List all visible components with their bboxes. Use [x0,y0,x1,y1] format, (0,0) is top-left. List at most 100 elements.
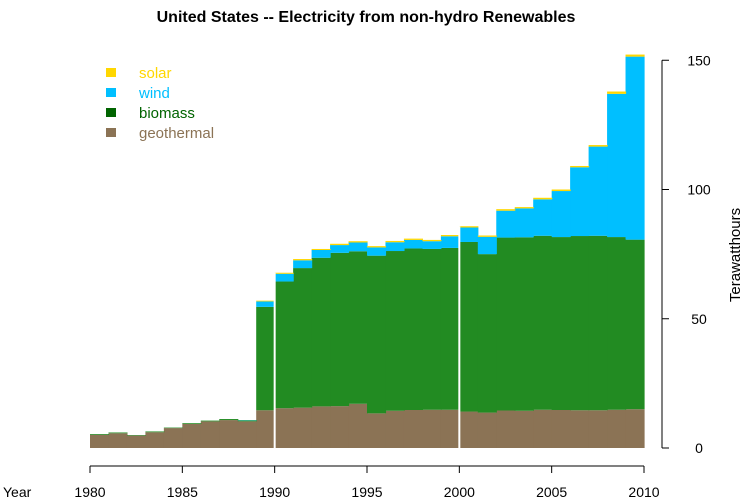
legend-item-geothermal: geothermal [106,125,214,142]
bar-biomass-2003 [514,237,534,411]
y-tick-label-150: 150 [687,52,711,68]
bar-wind-2004 [533,199,553,236]
bar-geothermal-2000 [459,411,479,448]
bar-geothermal-1998 [422,409,442,448]
bar-geothermal-2006 [570,410,590,448]
bar-geothermal-1983 [145,432,165,448]
bar-biomass-1995 [367,255,387,414]
bar-biomass-1989 [256,306,276,411]
bar-wind-1989 [256,301,276,307]
series-solar [256,54,645,302]
bar-geothermal-2008 [607,409,627,448]
bar-geothermal-2007 [588,410,608,448]
x-tick-label-1980: 1980 [74,484,105,500]
x-axis: 1980 1985 1990 1995 2000 2005 2010 [74,465,660,500]
legend: solar wind biomass geothermal [106,65,214,142]
bar-solar-2004 [533,197,553,200]
bar-wind-1994 [348,242,368,252]
bar-geothermal-1985 [182,423,202,448]
bar-geothermal-1997 [403,410,423,448]
bar-biomass-2006 [570,236,590,411]
bar-geothermal-1982 [126,435,146,448]
bar-biomass-1992 [311,257,331,407]
bar-biomass-2008 [607,237,627,410]
legend-swatch-biomass [106,108,116,117]
bar-biomass-2009 [625,239,645,410]
bar-geothermal-1996 [385,410,405,448]
bar-wind-2009 [625,56,645,240]
bar-geothermal-1981 [108,433,128,448]
x-tick-label-2000: 2000 [444,484,475,500]
bar-solar-1995 [367,246,387,248]
bar-biomass-1988 [237,420,257,422]
series-wind [237,56,645,421]
legend-item-wind: wind [106,85,170,102]
chart-title: United States -- Electricity from non-hy… [157,9,576,26]
bar-biomass-1987 [219,419,239,421]
bar-solar-1994 [348,241,368,243]
x-tick-label-1985: 1985 [167,484,198,500]
bar-wind-1996 [385,242,405,252]
bar-geothermal-1990 [274,408,294,448]
series-biomass [90,235,645,436]
bar-wind-2006 [570,167,590,237]
bar-solar-2003 [514,207,534,209]
bar-geothermal-2004 [533,409,553,448]
legend-label-solar: solar [139,65,172,82]
bar-biomass-1991 [293,268,313,408]
bar-biomass-1986 [200,420,220,422]
bar-biomass-1983 [145,431,165,433]
bar-geothermal-1986 [200,421,220,448]
bar-wind-2002 [496,210,516,238]
reference-lines [273,226,461,448]
bar-biomass-2005 [551,237,571,410]
bar-wind-1991 [293,260,313,269]
bar-wind-2008 [607,93,627,238]
bar-biomass-1990 [274,281,294,409]
bar-geothermal-2002 [496,410,516,448]
bar-geothermal-2009 [625,409,645,448]
bar-geothermal-1984 [163,428,183,448]
bar-solar-2007 [588,145,608,147]
bar-wind-1999 [440,236,460,248]
bar-geothermal-1995 [367,413,387,448]
legend-swatch-geothermal [106,128,116,137]
bar-solar-2000 [459,226,479,228]
bar-solar-2002 [496,209,516,211]
bar-wind-2005 [551,191,571,238]
bar-biomass-2000 [459,241,479,412]
x-tick-label-2010: 2010 [628,484,659,500]
x-axis-title: Year [3,484,32,500]
bar-geothermal-1992 [311,406,331,448]
bar-wind-1992 [311,249,331,258]
bar-biomass-1982 [126,435,146,436]
bar-wind-1997 [403,239,423,249]
bar-biomass-1985 [182,423,202,424]
bar-biomass-1997 [403,248,423,410]
bar-geothermal-1993 [330,406,350,448]
y-axis-title: Terawatthours [727,208,744,302]
bar-geothermal-1994 [348,403,368,448]
plot-area [90,54,645,448]
bar-wind-1998 [422,241,442,249]
bar-solar-2006 [570,165,590,168]
bar-biomass-1993 [330,252,350,407]
bar-geothermal-1980 [90,434,110,448]
legend-label-biomass: biomass [139,105,195,122]
bar-wind-1993 [330,245,350,253]
y-tick-label-100: 100 [687,182,711,198]
x-tick-label-1990: 1990 [259,484,290,500]
legend-swatch-wind [106,88,116,97]
bar-geothermal-1989 [256,410,276,448]
bar-biomass-1996 [385,251,405,411]
bar-biomass-2007 [588,235,608,411]
bar-geothermal-2003 [514,410,534,448]
bar-solar-1992 [311,248,331,250]
bar-solar-2005 [551,189,571,192]
y-axis: 0 50 100 150 [661,52,711,456]
legend-label-geothermal: geothermal [139,125,214,142]
bar-geothermal-2005 [551,410,571,448]
bar-solar-1996 [385,240,405,243]
bar-geothermal-1991 [293,407,313,448]
bar-biomass-2004 [533,235,553,410]
